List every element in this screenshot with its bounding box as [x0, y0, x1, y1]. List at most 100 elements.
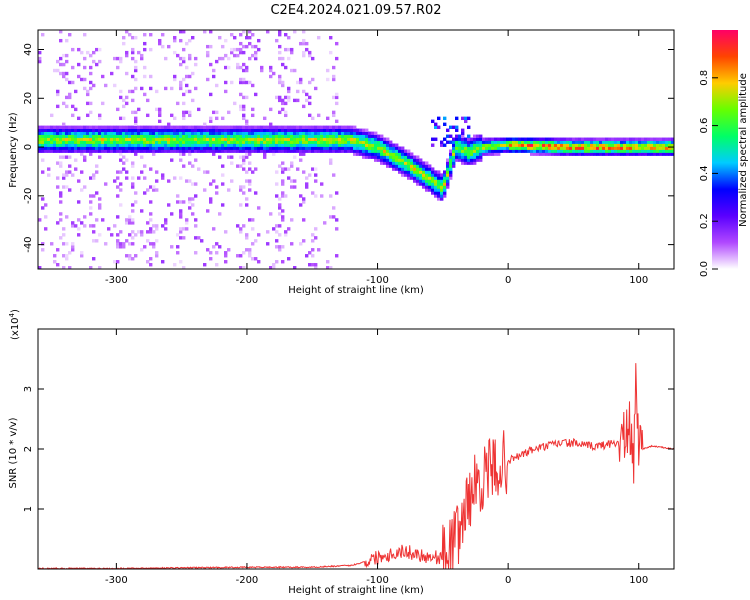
- heatmap-cell: [56, 137, 60, 141]
- heatmap-cell: [239, 125, 243, 129]
- heatmap-cell: [494, 149, 498, 153]
- heatmap-cell: [635, 146, 639, 150]
- heatmap-cell: [362, 149, 366, 153]
- heatmap-cell: [344, 146, 348, 150]
- heatmap-cell: [92, 176, 96, 180]
- heatmap-cell: [668, 146, 672, 150]
- heatmap-cell: [386, 155, 390, 159]
- heatmap-cell: [158, 137, 162, 141]
- heatmap-cell: [221, 56, 225, 61]
- heatmap-cell: [440, 176, 444, 180]
- heatmap-cell: [47, 140, 51, 144]
- heatmap-cell: [212, 245, 216, 249]
- heatmap-cell: [164, 134, 168, 138]
- heatmap-cell: [116, 233, 120, 237]
- heatmap-cell: [170, 245, 174, 249]
- heatmap-cell: [347, 128, 351, 132]
- heatmap-cell: [272, 152, 276, 156]
- heatmap-cell: [89, 80, 93, 85]
- heatmap-cell: [239, 266, 243, 270]
- heatmap-cell: [146, 137, 150, 141]
- heatmap-cell: [275, 95, 279, 100]
- heatmap-cell: [113, 140, 117, 144]
- heatmap-cell: [365, 152, 369, 156]
- heatmap-cell: [560, 143, 564, 147]
- heatmap-cell: [443, 182, 447, 186]
- heatmap-cell: [116, 176, 120, 180]
- heatmap-cell: [644, 149, 648, 153]
- heatmap-cell: [125, 134, 129, 138]
- heatmap-cell: [149, 137, 153, 141]
- heatmap-cell: [665, 146, 669, 150]
- heatmap-cell: [389, 161, 393, 165]
- heatmap-cell: [140, 140, 144, 144]
- heatmap-cell: [203, 170, 207, 174]
- heatmap-cell: [461, 134, 465, 138]
- heatmap-cell: [278, 137, 282, 141]
- heatmap-cell: [299, 80, 303, 85]
- heatmap-cell: [203, 263, 207, 267]
- heatmap-cell: [131, 35, 135, 40]
- heatmap-cell: [404, 152, 408, 156]
- heatmap-cell: [275, 149, 279, 153]
- heatmap-cell: [206, 146, 210, 150]
- heatmap-cell: [311, 146, 315, 150]
- heatmap-cell: [158, 41, 162, 46]
- heatmap-cell: [479, 149, 483, 153]
- heatmap-cell: [512, 143, 516, 147]
- heatmap-cell: [89, 143, 93, 147]
- heatmap-cell: [305, 98, 309, 103]
- heatmap-cell: [629, 137, 633, 141]
- heatmap-cell: [38, 218, 42, 222]
- heatmap-cell: [260, 137, 264, 141]
- heatmap-cell: [89, 140, 93, 144]
- heatmap-cell: [113, 146, 117, 150]
- heatmap-cell: [188, 137, 192, 141]
- heatmap-cell: [281, 209, 285, 213]
- heatmap-cell: [53, 140, 57, 144]
- heatmap-cell: [119, 170, 123, 174]
- heatmap-cell: [329, 125, 333, 129]
- heatmap-cell: [662, 140, 666, 144]
- heatmap-cell: [308, 113, 312, 118]
- heatmap-cell: [287, 35, 291, 40]
- heatmap-cell: [200, 143, 204, 147]
- heatmap-cell: [599, 149, 603, 153]
- heatmap-cell: [320, 149, 324, 153]
- heatmap-cell: [263, 152, 267, 156]
- heatmap-cell: [176, 128, 180, 132]
- heatmap-cell: [314, 146, 318, 150]
- heatmap-cell: [230, 47, 234, 52]
- heatmap-cell: [179, 260, 183, 264]
- heatmap-cell: [110, 137, 114, 141]
- heatmap-cell: [446, 128, 450, 132]
- heatmap-cell: [125, 137, 129, 141]
- heatmap-cell: [581, 152, 585, 156]
- heatmap-cell: [443, 188, 447, 192]
- heatmap-cell: [341, 131, 345, 135]
- heatmap-cell: [413, 164, 417, 168]
- heatmap-cell: [566, 143, 570, 147]
- heatmap-cell: [71, 47, 75, 52]
- heatmap-cell: [479, 158, 483, 162]
- heatmap-cell: [440, 143, 444, 147]
- heatmap-cell: [260, 125, 264, 129]
- heatmap-cell: [104, 131, 108, 135]
- heatmap-cell: [149, 47, 153, 52]
- y-tick-label: 3: [23, 386, 34, 392]
- heatmap-cell: [287, 134, 291, 138]
- heatmap-cell: [245, 68, 249, 73]
- heatmap-cell: [359, 137, 363, 141]
- heatmap-cell: [329, 143, 333, 147]
- heatmap-cell: [179, 227, 183, 231]
- heatmap-cell: [143, 128, 147, 132]
- heatmap-cell: [482, 149, 486, 153]
- heatmap-cell: [269, 107, 273, 112]
- heatmap-cell: [596, 149, 600, 153]
- heatmap-cell: [611, 137, 615, 141]
- heatmap-cell: [269, 143, 273, 147]
- heatmap-cell: [269, 149, 273, 153]
- heatmap-cell: [125, 71, 129, 76]
- snr-multiplier: (x104): [8, 309, 21, 340]
- heatmap-cell: [56, 149, 60, 153]
